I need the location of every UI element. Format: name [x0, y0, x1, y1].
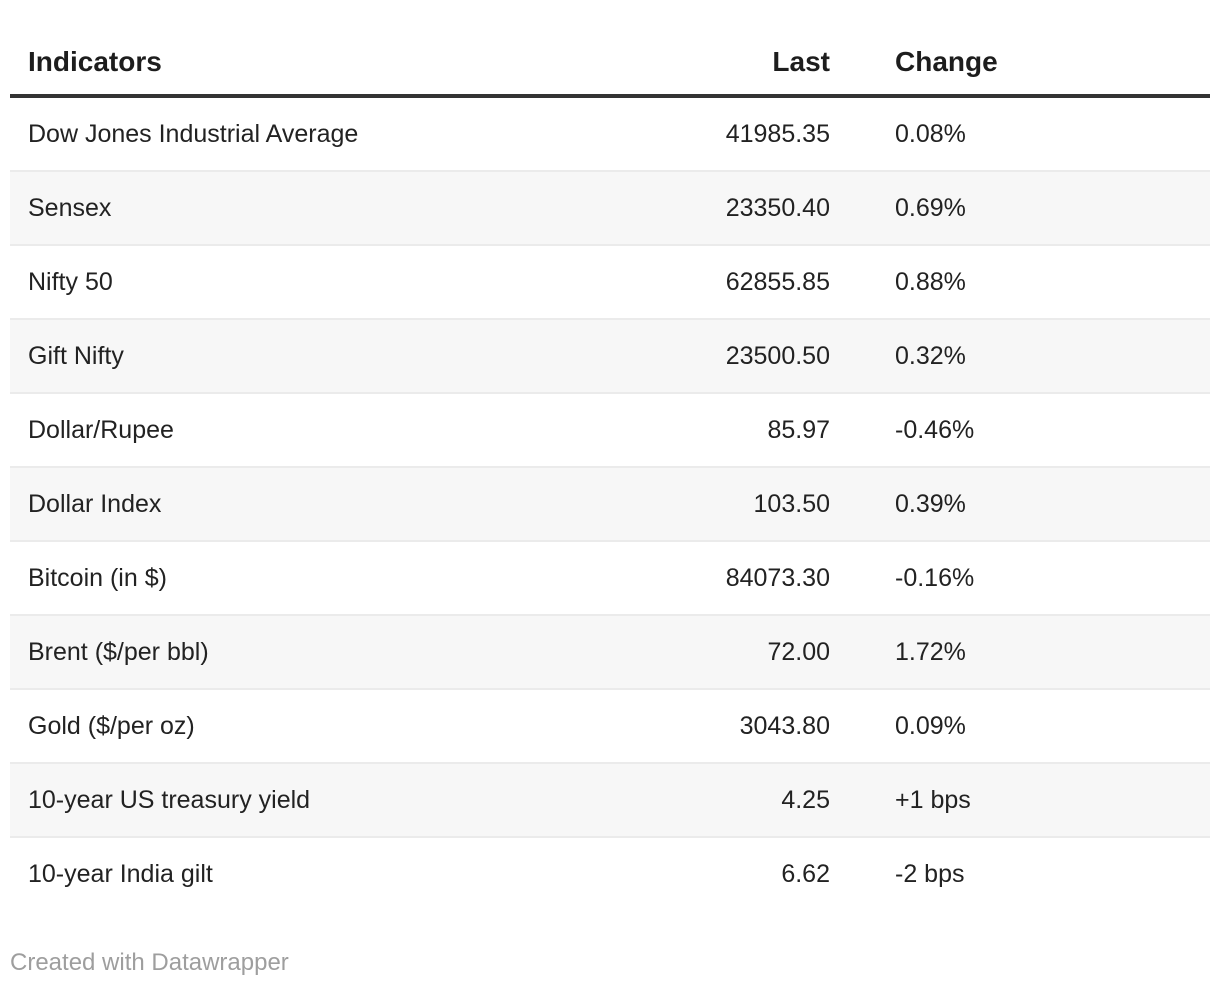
table-row: Dollar Index 103.50 0.39%: [10, 467, 1210, 541]
indicator-cell: Dow Jones Industrial Average: [28, 120, 359, 148]
datawrapper-credit-link[interactable]: Created with Datawrapper: [10, 949, 289, 976]
last-value-cell: 84073.30: [725, 564, 830, 592]
change-value-cell: 0.08%: [895, 120, 966, 148]
last-value-cell: 23350.40: [725, 194, 830, 222]
indicator-cell: Gift Nifty: [28, 342, 124, 370]
table-body: Dow Jones Industrial Average 41985.35 0.08…: [10, 96, 1210, 910]
header-row: Indicators Last Change: [10, 0, 1210, 98]
table-row: Dollar/Rupee 85.97 -0.46%: [10, 393, 1210, 467]
table-header: Indicators Last Change: [10, 0, 1210, 98]
change-value-cell: 0.69%: [895, 194, 966, 222]
indicators-table-container: Indicators Last Change Dow Jones Industr…: [10, 0, 1210, 910]
table-row: Sensex 23350.40 0.69%: [10, 171, 1210, 245]
indicator-cell: Gold ($/per oz): [28, 712, 195, 740]
change-value-cell: -0.46%: [895, 416, 975, 444]
last-value-cell: 62855.85: [725, 268, 830, 296]
table-row: Gift Nifty 23500.50 0.32%: [10, 319, 1210, 393]
table-row: Bitcoin (in $) 84073.30 -0.16%: [10, 541, 1210, 615]
last-value-cell: 6.62: [781, 860, 830, 888]
table-row: 10-year India gilt 6.62 -2 bps: [10, 837, 1210, 910]
last-value-cell: 23500.50: [725, 342, 830, 370]
last-value-cell: 41985.35: [725, 120, 830, 148]
column-header-indicators: Indicators: [10, 0, 670, 98]
indicator-cell: Brent ($/per bbl): [28, 638, 209, 666]
last-value-cell: 3043.80: [739, 712, 830, 740]
column-header-last: Last: [670, 0, 830, 98]
indicator-cell: Sensex: [28, 194, 112, 222]
table-row: Brent ($/per bbl) 72.00 1.72%: [10, 615, 1210, 689]
table-row: Gold ($/per oz) 3043.80 0.09%: [10, 689, 1210, 763]
indicator-cell: Dollar Index: [28, 490, 162, 518]
last-value-cell: 85.97: [767, 416, 830, 444]
table-row: Dow Jones Industrial Average 41985.35 0.08…: [10, 96, 1210, 171]
change-value-cell: 0.32%: [895, 342, 966, 370]
indicators-table: Indicators Last Change Dow Jones Industr…: [10, 0, 1210, 910]
table-row: 10-year US treasury yield 4.25 +1 bps: [10, 763, 1210, 837]
change-value-cell: 0.09%: [895, 712, 966, 740]
change-value-cell: +1 bps: [895, 786, 971, 814]
last-value-cell: 72.00: [767, 638, 830, 666]
change-value-cell: 0.88%: [895, 268, 966, 296]
change-value-cell: 1.72%: [895, 638, 966, 666]
change-value-cell: -2 bps: [895, 860, 965, 888]
change-value-cell: -0.16%: [895, 564, 975, 592]
column-header-change: Change: [830, 0, 1210, 98]
indicator-cell: Nifty 50: [28, 268, 113, 296]
change-value-cell: 0.39%: [895, 490, 966, 518]
footer: Created with Datawrapper: [0, 910, 1220, 978]
last-value-cell: 4.25: [781, 786, 830, 814]
indicator-cell: Bitcoin (in $): [28, 564, 167, 592]
indicator-cell: 10-year US treasury yield: [28, 786, 311, 814]
indicator-cell: Dollar/Rupee: [28, 416, 174, 444]
table-row: Nifty 50 62855.85 0.88%: [10, 245, 1210, 319]
indicator-cell: 10-year India gilt: [28, 860, 213, 888]
last-value-cell: 103.50: [753, 490, 830, 518]
